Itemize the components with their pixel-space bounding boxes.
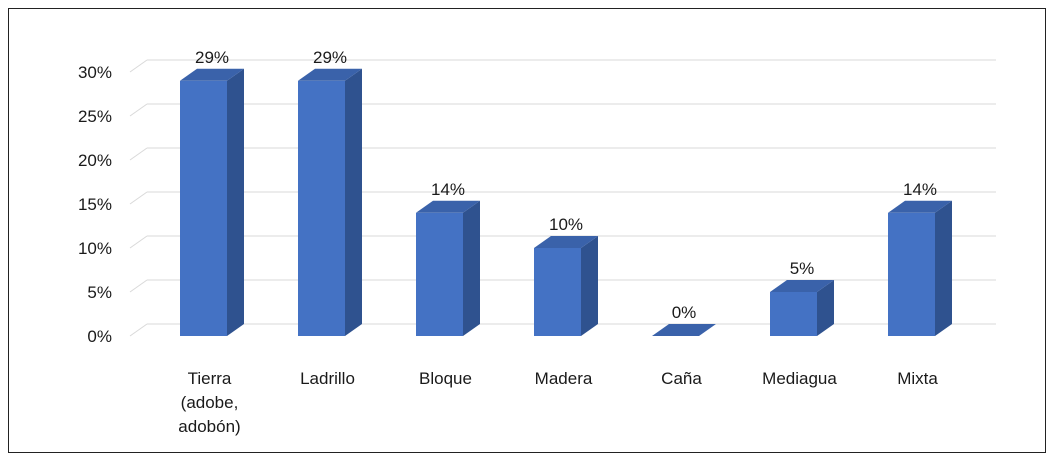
category-label: (adobe, [181,393,239,412]
category-label: Ladrillo [300,369,355,388]
category-label: Mixta [897,369,938,388]
y-tick-label: 0% [87,327,112,346]
y-tick-label: 20% [78,151,112,170]
grid-edge [129,279,148,293]
data-label: 14% [431,180,465,199]
bar [180,80,227,336]
bar-top [652,324,716,336]
category-label: Caña [661,369,702,388]
y-tick-label: 30% [78,63,112,82]
bar-side [345,68,362,337]
grid-edge [129,323,148,337]
bar-top [888,200,952,213]
category-label: Mediagua [762,369,837,388]
grid-edge [129,235,148,249]
bar-side [227,68,244,337]
bar [416,212,463,336]
data-label: 0% [672,303,697,322]
y-tick-label: 25% [78,107,112,126]
bar [770,292,817,336]
data-label: 5% [790,259,815,278]
grid-edge [129,191,148,205]
y-tick-label: 15% [78,195,112,214]
bar-side [581,236,598,336]
data-label: 29% [313,48,347,67]
bar-top [180,68,244,81]
bar-top [770,280,834,292]
bar-top [534,236,598,248]
category-label: Tierra [188,369,232,388]
category-label: Madera [535,369,593,388]
bar-top [416,200,480,213]
y-tick-label: 5% [87,283,112,302]
category-label: Bloque [419,369,472,388]
bar-side [935,200,952,336]
bar-side [817,280,834,336]
data-label: 14% [903,180,937,199]
grid-edge [129,147,148,161]
bar-side [463,200,480,336]
category-label: adobón) [178,417,240,436]
y-tick-label: 10% [78,239,112,258]
grid-edge [129,103,148,117]
data-label: 10% [549,215,583,234]
data-label: 29% [195,48,229,67]
bar [888,212,935,336]
bar [534,248,581,336]
bar [298,80,345,336]
grid-edge [129,59,148,73]
bar-top [298,68,362,81]
